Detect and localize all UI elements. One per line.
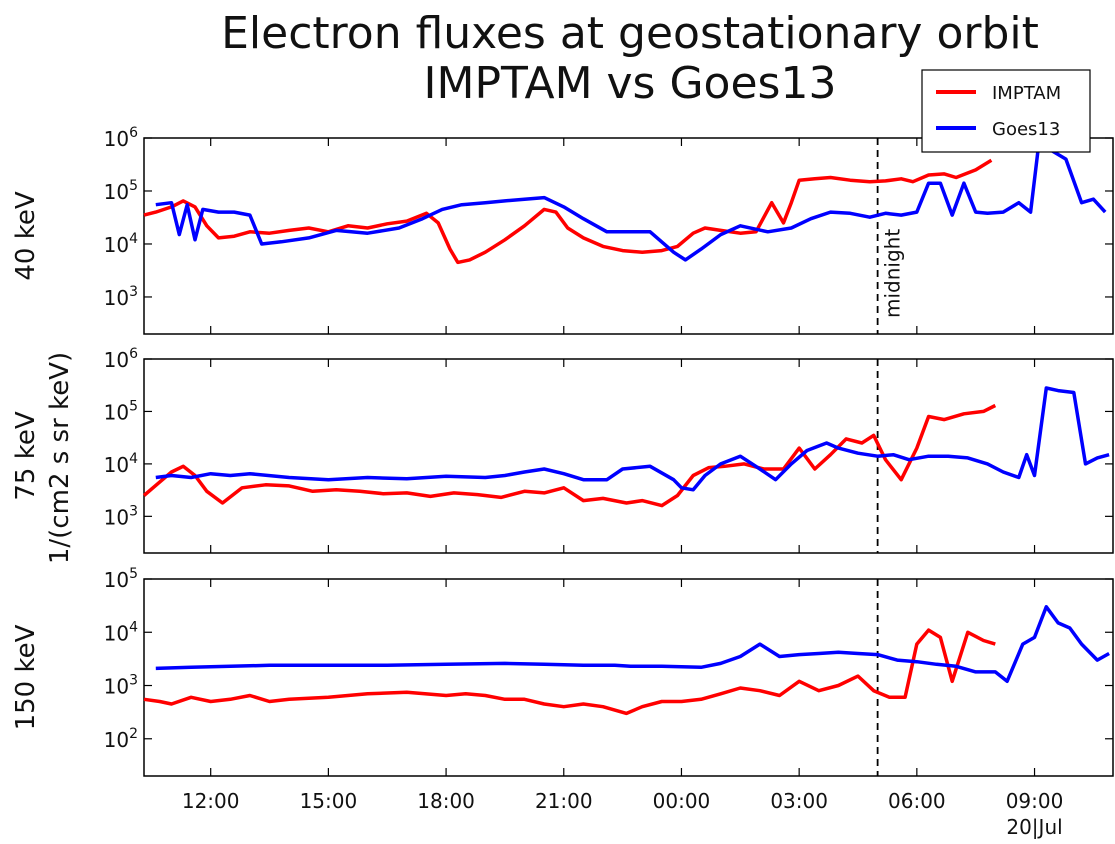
y-tick-label: 105 [104, 398, 138, 424]
x-date-label: 20|Jul [1006, 815, 1062, 839]
series-imptam-panel-2 [142, 403, 997, 508]
x-tick-label: 03:00 [770, 789, 828, 813]
x-tick-label: 12:00 [182, 789, 240, 813]
y-tick-label: 104 [104, 619, 138, 645]
x-tick-label: 06:00 [888, 789, 946, 813]
series-goes13-panel-3 [155, 605, 1110, 684]
y-tick-label: 103 [104, 503, 138, 529]
x-tick-label: 00:00 [653, 789, 711, 813]
y-tick-label: 103 [104, 673, 138, 699]
legend-label-goes13: Goes13 [992, 119, 1060, 140]
y-tick-label: 105 [104, 178, 138, 204]
x-tick-label: 18:00 [417, 789, 475, 813]
panel-frame-1 [143, 137, 1114, 335]
shared-ylabel: 1/(cm2 s sr keV) [45, 352, 75, 564]
panel-frame-3 [143, 578, 1114, 777]
series-imptam-panel-1 [143, 158, 993, 265]
series-goes13-panel-1 [155, 144, 1107, 262]
panel-ylabel-2: 75 keV [11, 411, 41, 500]
chart-title-line2: IMPTAM vs Goes13 [423, 58, 837, 109]
y-tick-label: 105 [104, 566, 138, 592]
y-tick-label: 106 [104, 125, 138, 151]
y-tick-label: 106 [104, 346, 138, 372]
y-tick-label: 104 [104, 451, 138, 477]
panel-ylabel-1: 40 keV [11, 191, 41, 280]
panel-ylabel-3: 150 keV [11, 624, 41, 730]
legend-label-imptam: IMPTAM [992, 83, 1061, 104]
series-goes13-panel-2 [155, 386, 1110, 492]
y-tick-label: 103 [104, 284, 138, 310]
y-tick-label: 104 [104, 231, 138, 257]
legend-box [921, 69, 1091, 153]
x-tick-label: 09:00 [1006, 789, 1064, 813]
panel-frame-2 [143, 358, 1114, 554]
x-tick-label: 15:00 [300, 789, 358, 813]
midnight-annotation: midnight [881, 229, 905, 318]
chart-title-line1: Electron fluxes at geostationary orbit [221, 8, 1039, 59]
series-imptam-panel-3 [143, 628, 996, 716]
y-tick-label: 102 [104, 726, 138, 752]
x-tick-label: 21:00 [535, 789, 593, 813]
